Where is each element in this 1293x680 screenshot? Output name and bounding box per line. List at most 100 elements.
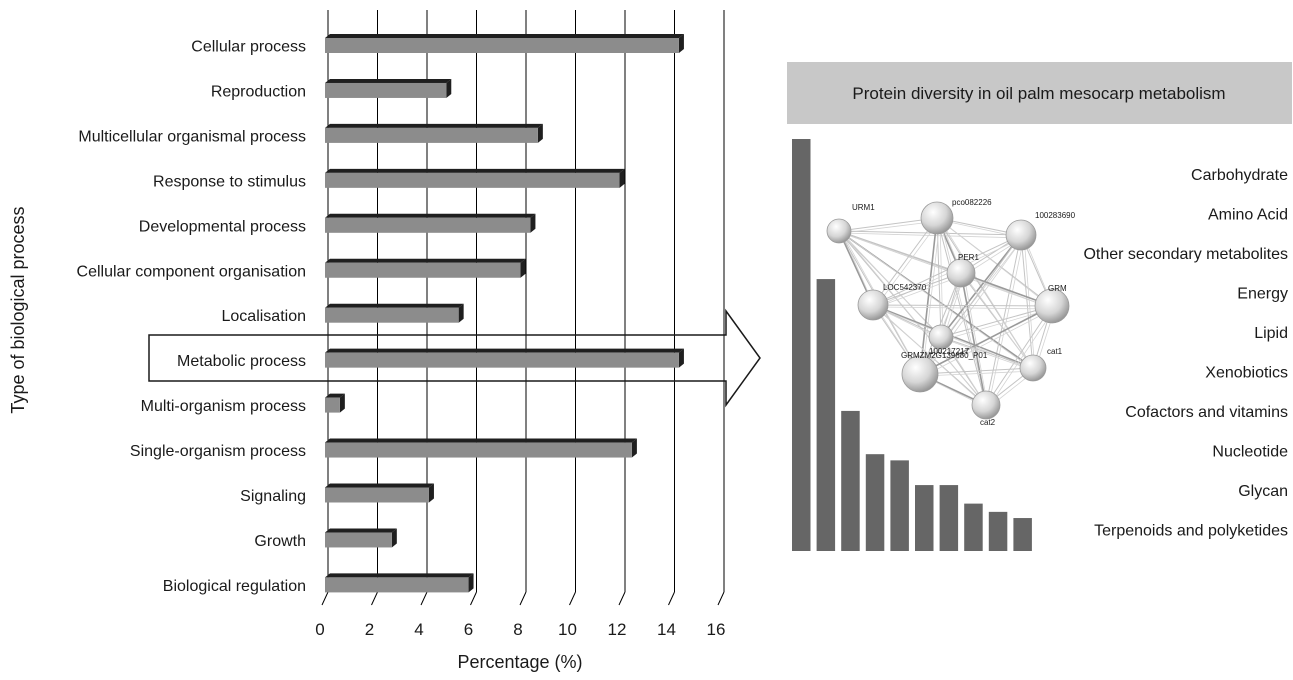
bar-top-face	[325, 213, 536, 218]
bar-top-face	[325, 483, 434, 488]
bar	[988, 511, 1008, 551]
bar-top-face	[325, 123, 543, 128]
bar-side-face	[678, 348, 684, 368]
network-node	[857, 289, 889, 321]
metabolism-panel: Protein diversity in oil palm mesocarp m…	[787, 62, 1292, 551]
bar-front-face	[325, 397, 340, 413]
network-edge	[874, 219, 941, 309]
network-edge	[919, 367, 1034, 375]
title-banner	[787, 62, 1292, 124]
bar-front-face	[325, 172, 620, 188]
x-tick-label: 2	[365, 620, 374, 639]
category-label: Single-organism process	[130, 443, 306, 460]
highlight-arrow	[148, 308, 761, 408]
bar-front-face	[325, 577, 469, 593]
gridline-floor	[618, 591, 626, 606]
network-node-label: 100283690	[1035, 211, 1076, 220]
network-edge	[940, 234, 1022, 338]
bar-top-face	[325, 168, 625, 173]
gridline-floor	[668, 591, 675, 606]
bar	[325, 258, 526, 278]
bar-side-face	[619, 168, 625, 188]
bar-top-face	[325, 393, 345, 398]
network-edge	[940, 336, 1034, 369]
bar	[939, 485, 959, 551]
network-edge	[987, 236, 1025, 409]
bar-top-face	[325, 348, 684, 353]
gridline-floor	[717, 591, 725, 606]
x-tick-label: 8	[513, 620, 522, 639]
network-node	[1005, 219, 1037, 251]
category-label: Multi-organism process	[141, 398, 306, 415]
network-node-label: URM1	[852, 203, 875, 212]
category-labels: Cellular process Reproduction Multicellula…	[77, 39, 306, 595]
bar-front-face	[325, 217, 531, 233]
bar-side-face	[530, 213, 536, 233]
pathway-label: Energy	[1237, 286, 1288, 303]
pathway-labels: Carbohydrate Amino Acid Other secondary me…	[1083, 167, 1288, 540]
bar	[325, 213, 536, 233]
pathway-label: Nucleotide	[1212, 444, 1288, 461]
panel-title: Protein diversity in oil palm mesocarp m…	[852, 84, 1225, 103]
network-node	[1034, 288, 1070, 324]
bar	[325, 393, 345, 413]
bar-top-face	[325, 78, 452, 83]
x-axis-title: Percentage (%)	[457, 652, 582, 672]
bar-top-face	[325, 34, 684, 38]
network-node-labels: URM1 pco082226 100283690 PER1 LOC542370 GRM 10…	[852, 198, 1076, 427]
biological-process-chart: Cellular process Reproduction Multicellula…	[8, 10, 761, 672]
network-edge	[919, 217, 938, 375]
protein-network-image: URM1 pco082226 100283690 PER1 LOC542370 GRM 10…	[826, 198, 1076, 427]
category-label: Reproduction	[211, 83, 306, 100]
network-edge	[841, 232, 1036, 372]
network-node	[901, 355, 939, 393]
bar-side-face	[631, 438, 637, 458]
gridlines	[321, 10, 725, 606]
network-node	[920, 201, 954, 235]
bar-front-face	[325, 442, 632, 458]
network-edge	[872, 272, 962, 306]
bar	[890, 460, 909, 551]
bar-front-face	[325, 82, 447, 98]
bar	[325, 34, 684, 53]
network-edge	[841, 232, 989, 409]
pathway-label: Glycan	[1238, 483, 1288, 500]
network-edge	[1020, 234, 1034, 369]
gridline-floor	[470, 591, 477, 606]
pathway-label: Xenobiotics	[1205, 365, 1288, 382]
bar-side-face	[428, 483, 434, 503]
pathway-label: Carbohydrate	[1191, 167, 1288, 184]
category-label: Metabolic process	[177, 353, 306, 370]
bar	[325, 303, 464, 323]
bar-side-face	[339, 393, 345, 413]
network-edge	[875, 306, 1036, 372]
network-node-label: PER1	[958, 253, 979, 262]
bar	[325, 573, 474, 593]
network-edge	[919, 305, 1053, 375]
network-edge	[875, 306, 989, 409]
bar-front-face	[325, 38, 679, 53]
bar-top-face	[325, 258, 526, 263]
network-edge	[872, 217, 938, 306]
network-edge	[985, 305, 1053, 406]
network-node-label: cat2	[980, 418, 996, 427]
bar	[915, 485, 934, 551]
network-edge	[963, 274, 989, 409]
x-tick-label: 10	[558, 620, 577, 639]
category-label: Localisation	[222, 308, 307, 325]
network-node-label: cat1	[1047, 347, 1063, 356]
bar-side-face	[446, 78, 452, 98]
network-node-label: 100217217	[929, 347, 970, 356]
bar-top-face	[325, 573, 474, 578]
bar	[841, 410, 860, 551]
network-node-label: GRM	[1048, 284, 1067, 293]
network-edge	[1023, 236, 1036, 372]
network-edge	[921, 307, 1056, 378]
network-edge	[942, 236, 1025, 341]
network-node	[1019, 354, 1047, 382]
bar	[325, 483, 434, 503]
network-edge	[922, 370, 1036, 377]
pathway-label: Other secondary metabolites	[1083, 246, 1288, 263]
